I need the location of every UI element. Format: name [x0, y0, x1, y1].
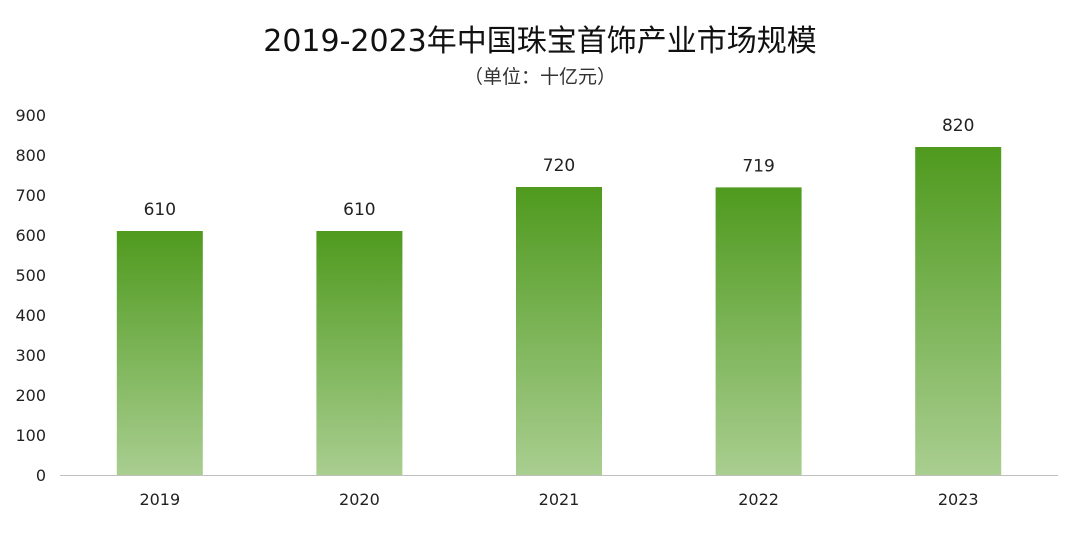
x-tick-label: 2022 [738, 490, 779, 509]
x-tick-label: 2021 [539, 490, 580, 509]
y-tick-label: 800 [15, 146, 46, 165]
bar-2022 [715, 187, 802, 475]
bar-2020 [316, 231, 403, 475]
x-tick-label: 2023 [938, 490, 979, 509]
bar-2021 [516, 187, 602, 475]
y-tick-label: 400 [15, 306, 46, 325]
y-tick-label: 100 [15, 426, 46, 445]
chart-title: 2019-2023年中国珠宝首饰产业市场规模 [263, 24, 817, 59]
data-label: 720 [543, 156, 575, 176]
y-tick-label: 900 [15, 106, 46, 125]
y-tick-label: 700 [15, 186, 46, 205]
data-label: 610 [144, 200, 176, 220]
data-label: 820 [942, 116, 974, 136]
bar-2019 [116, 231, 203, 475]
data-label: 610 [343, 200, 375, 220]
x-tick-label: 2020 [339, 490, 380, 509]
y-tick-label: 300 [15, 346, 46, 365]
x-tick-label: 2019 [139, 490, 180, 509]
y-tick-label: 200 [15, 386, 46, 405]
bar-2023 [915, 147, 1002, 475]
y-tick-label: 600 [15, 226, 46, 245]
y-tick-label: 500 [15, 266, 46, 285]
data-label: 719 [742, 156, 774, 176]
y-tick-label: 0 [36, 466, 46, 485]
chart-subtitle: （单位：十亿元） [463, 66, 616, 88]
